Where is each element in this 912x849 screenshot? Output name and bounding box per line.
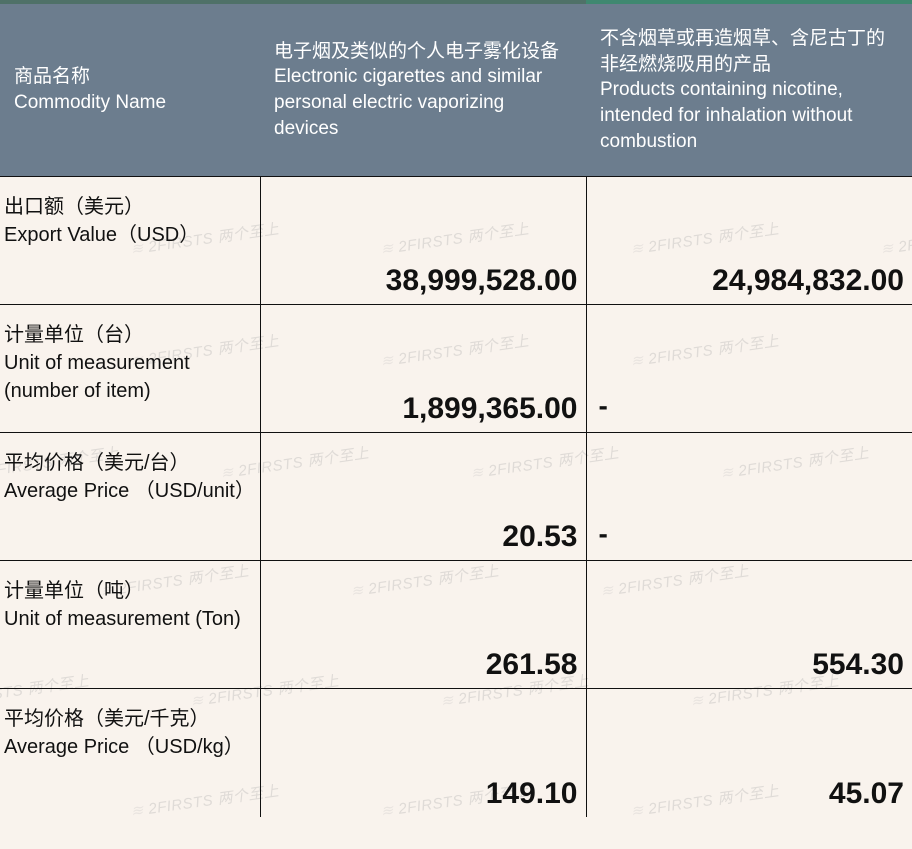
row-value-col2: -	[586, 433, 912, 561]
table-row: 计量单位（吨） Unit of measurement (Ton) 261.58…	[0, 561, 912, 689]
header-col1-en: Electronic cigarettes and similar person…	[274, 64, 572, 141]
header-nicotine-products: 不含烟草或再造烟草、含尼古丁的非经燃烧吸用的产品 Products contai…	[586, 2, 912, 177]
row-value-col2: -	[586, 305, 912, 433]
row-value-col2: 554.30	[586, 561, 912, 689]
row-label: 计量单位（台） Unit of measurement (number of i…	[0, 305, 260, 433]
header-col0-en: Commodity Name	[14, 90, 246, 116]
row-value-col1: 20.53	[260, 433, 586, 561]
row-label-en: Unit of measurement (number of item)	[4, 349, 250, 405]
table-body: 出口额（美元） Export Value（USD） 38,999,528.00 …	[0, 177, 912, 817]
row-label-cn: 出口额（美元）	[4, 193, 250, 221]
row-value-col1: 261.58	[260, 561, 586, 689]
header-col2-en: Products containing nicotine, intended f…	[600, 77, 898, 154]
row-label: 计量单位（吨） Unit of measurement (Ton)	[0, 561, 260, 689]
row-label: 平均价格（美元/台） Average Price （USD/unit）	[0, 433, 260, 561]
table-row: 出口额（美元） Export Value（USD） 38,999,528.00 …	[0, 177, 912, 305]
row-label-cn: 计量单位（台）	[4, 321, 250, 349]
header-col1-cn: 电子烟及类似的个人电子雾化设备	[274, 39, 572, 65]
row-value-col1: 38,999,528.00	[260, 177, 586, 305]
table-header-row: 商品名称 Commodity Name 电子烟及类似的个人电子雾化设备 Elec…	[0, 2, 912, 177]
row-label-cn: 平均价格（美元/千克）	[4, 705, 250, 733]
row-label-cn: 平均价格（美元/台）	[4, 449, 250, 477]
row-label: 平均价格（美元/千克） Average Price （USD/kg）	[0, 689, 260, 817]
row-label-en: Average Price （USD/unit）	[4, 477, 250, 505]
row-label: 出口额（美元） Export Value（USD）	[0, 177, 260, 305]
row-value-col2: 45.07	[586, 689, 912, 817]
row-label-en: Average Price （USD/kg）	[4, 733, 250, 761]
data-table: 商品名称 Commodity Name 电子烟及类似的个人电子雾化设备 Elec…	[0, 0, 912, 817]
row-label-en: Export Value（USD）	[4, 221, 250, 249]
table-row: 平均价格（美元/台） Average Price （USD/unit） 20.5…	[0, 433, 912, 561]
table-row: 计量单位（台） Unit of measurement (number of i…	[0, 305, 912, 433]
header-ecig: 电子烟及类似的个人电子雾化设备 Electronic cigarettes an…	[260, 2, 586, 177]
header-col2-cn: 不含烟草或再造烟草、含尼古丁的非经燃烧吸用的产品	[600, 26, 898, 77]
row-value-col2: 24,984,832.00	[586, 177, 912, 305]
row-label-cn: 计量单位（吨）	[4, 577, 250, 605]
header-commodity-name: 商品名称 Commodity Name	[0, 2, 260, 177]
header-col0-cn: 商品名称	[14, 64, 246, 90]
table-row: 平均价格（美元/千克） Average Price （USD/kg） 149.1…	[0, 689, 912, 817]
row-value-col1: 149.10	[260, 689, 586, 817]
row-value-col1: 1,899,365.00	[260, 305, 586, 433]
row-label-en: Unit of measurement (Ton)	[4, 605, 250, 633]
